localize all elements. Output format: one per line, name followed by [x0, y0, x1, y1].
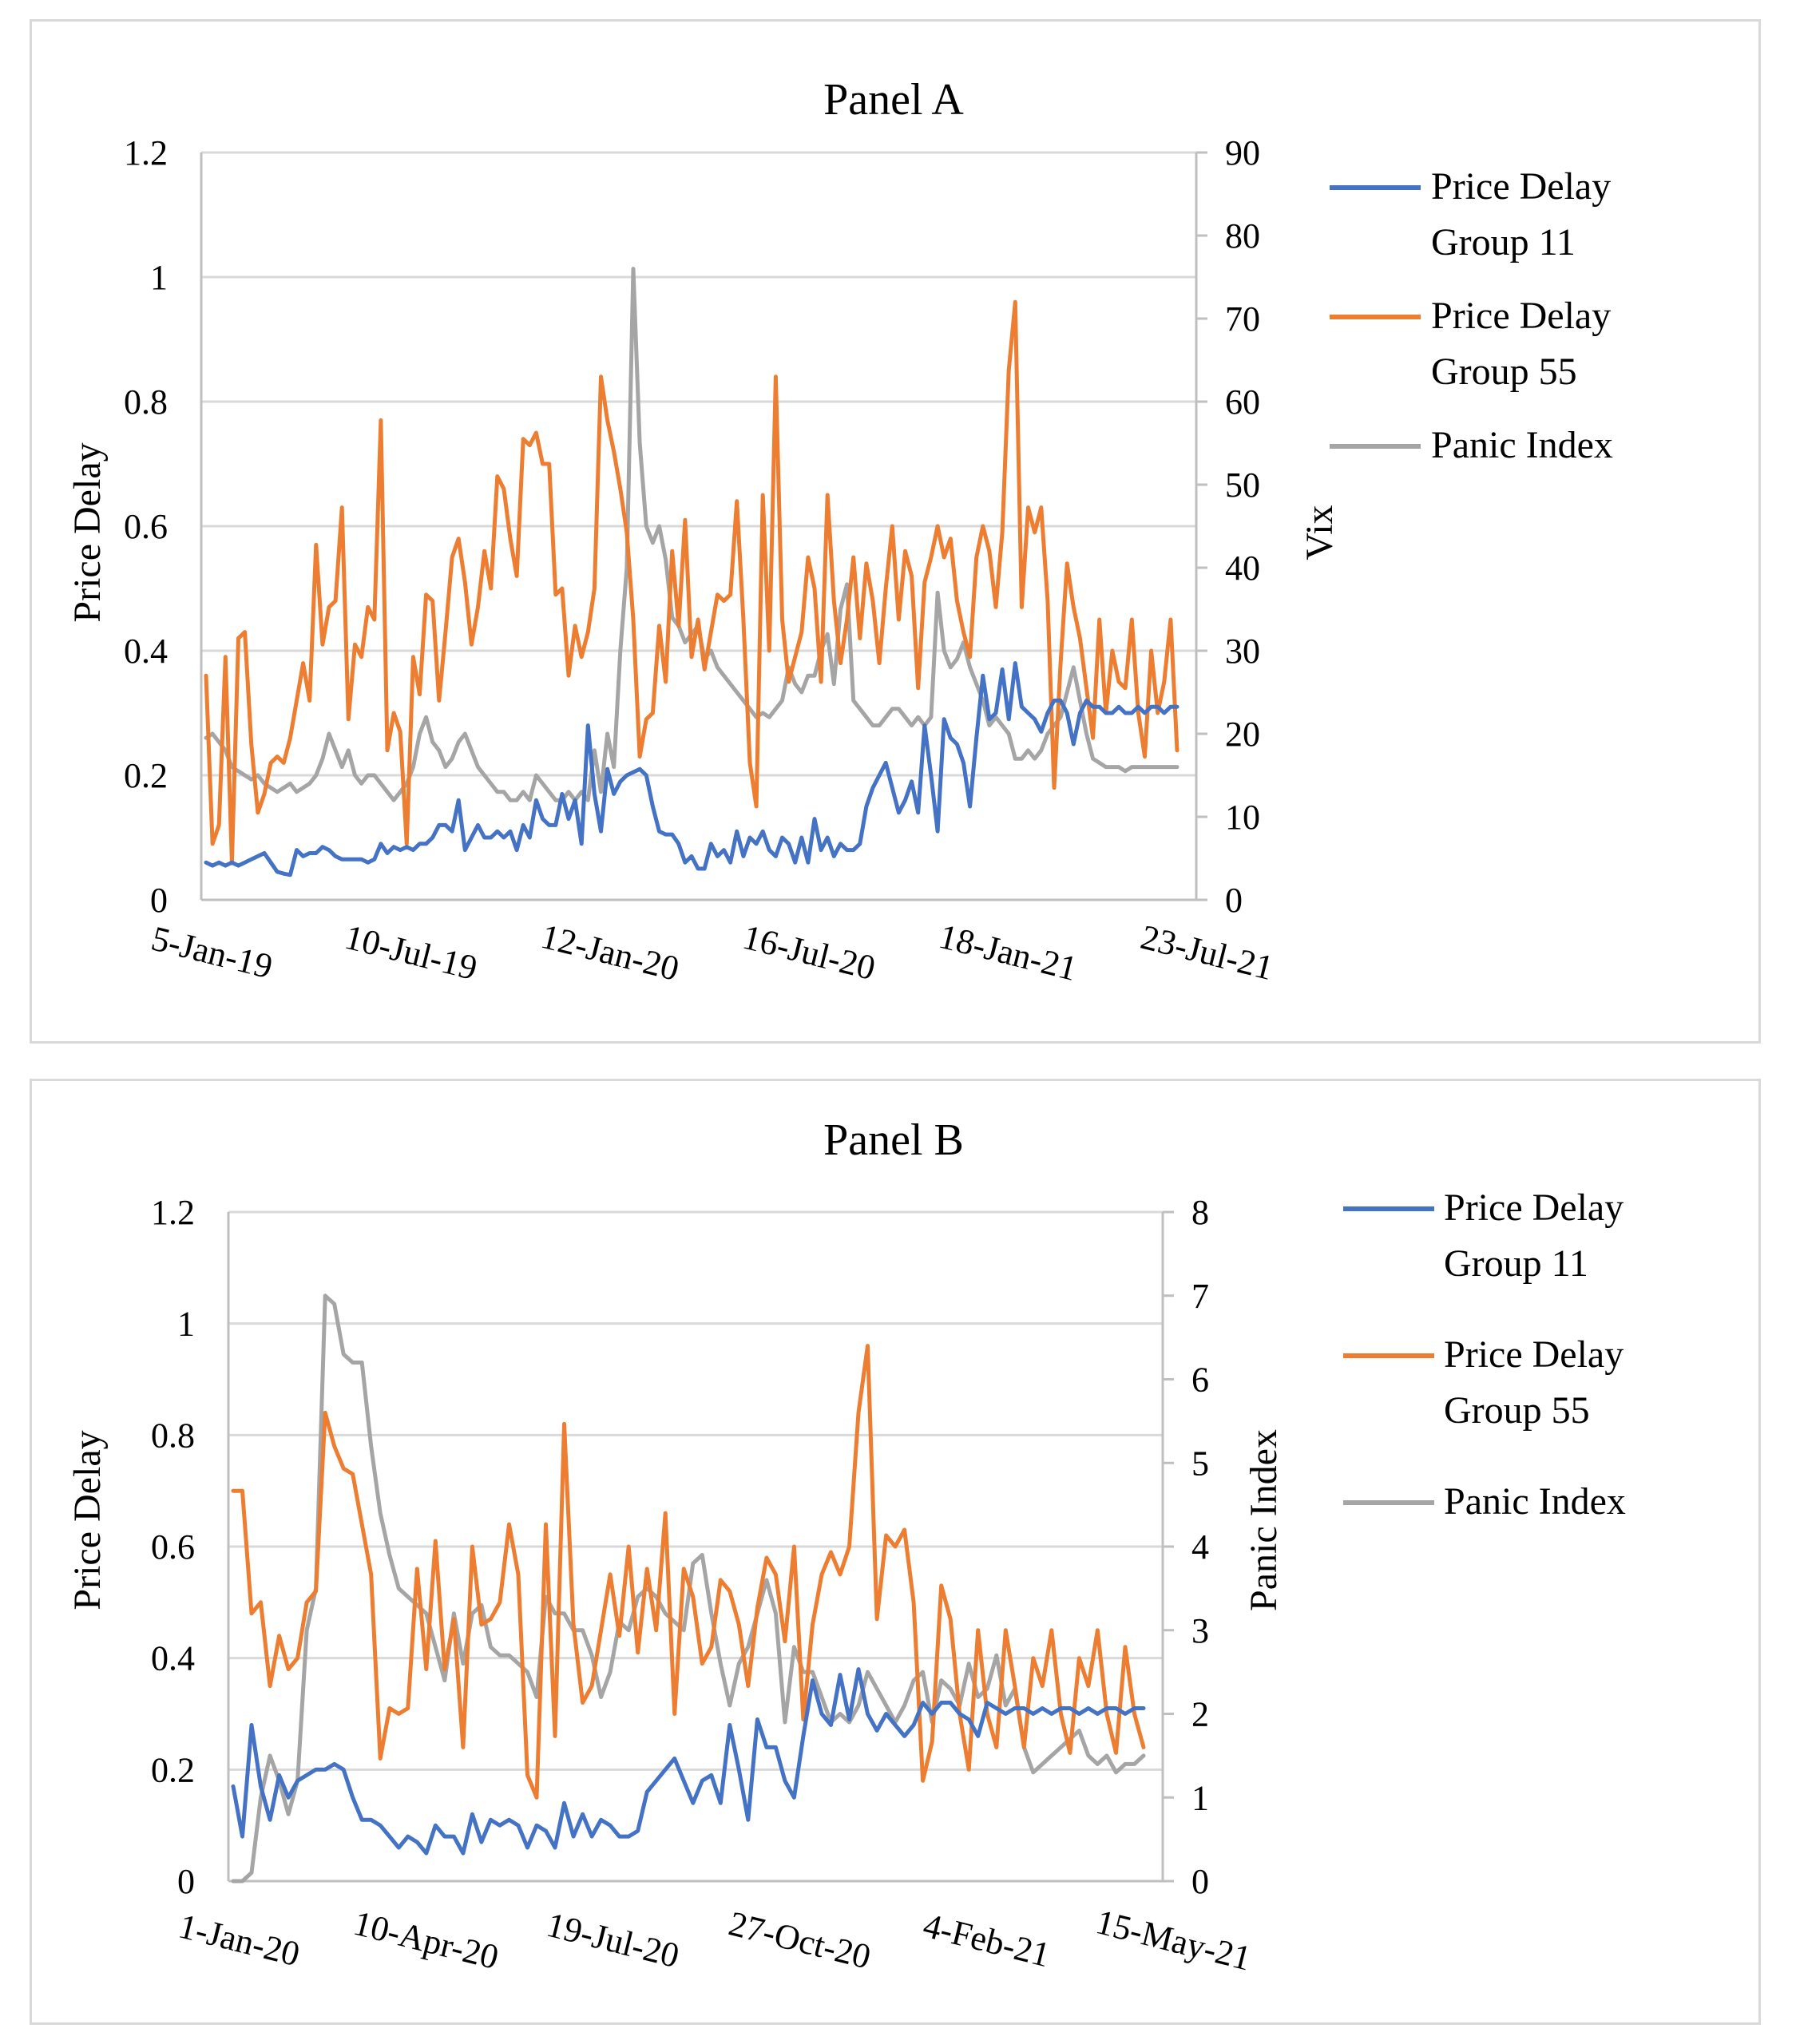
y-tick-label: 0: [177, 1862, 195, 1901]
chart-a-ylabel: Price Delay: [66, 442, 109, 622]
chart-a-x-ticks: 5-Jan-19 10-Jul-19 12-Jan-20 16-Jul-20 18-Ja…: [148, 917, 1277, 988]
chart-b-legend: Price Delay Group 11 Price Delay Group 55 Pa…: [1343, 1186, 1626, 1523]
chart-b-left-ticks: 0 0.2 0.4 0.6 0.8 1 1.2: [151, 1193, 195, 1901]
y2-tick-label: 5: [1191, 1444, 1209, 1483]
legend-label: Panic Index: [1431, 424, 1613, 466]
y2-tick-label: 10: [1225, 798, 1260, 837]
x-tick-label: 23-Jul-21: [1137, 917, 1278, 988]
chart-b-ylabel: Price Delay: [66, 1430, 109, 1610]
series-line-group55: [231, 1344, 1146, 1800]
y2-tick-label: 40: [1225, 549, 1260, 588]
y2-tick-label: 8: [1191, 1193, 1209, 1232]
chart-a-series: [204, 267, 1179, 877]
y-tick-label: 0.6: [124, 507, 168, 546]
chart-b-series: [231, 1293, 1146, 1884]
legend-label: Group 11: [1431, 221, 1576, 263]
y2-tick-label: 90: [1225, 133, 1260, 172]
y2-tick-label: 0: [1225, 881, 1243, 920]
chart-b-x-ticks: 1-Jan-20 10-Apr-20 19-Jul-20 27-Oct-20 4-Feb…: [175, 1902, 1255, 1978]
y2-tick-label: 20: [1225, 715, 1260, 754]
y2-tick-label: 1: [1191, 1778, 1209, 1817]
series-line-panic: [231, 1293, 1146, 1884]
y2-tick-label: 6: [1191, 1361, 1209, 1400]
x-tick-label: 5-Jan-19: [148, 919, 276, 987]
x-tick-label: 15-May-21: [1092, 1902, 1255, 1978]
y2-tick-label: 70: [1225, 299, 1260, 339]
legend-label: Group 55: [1431, 351, 1577, 393]
y2-tick-label: 80: [1225, 216, 1260, 256]
x-tick-label: 1-Jan-20: [175, 1907, 303, 1975]
y2-tick-label: 4: [1191, 1527, 1209, 1567]
x-tick-label: 27-Oct-20: [725, 1903, 874, 1976]
chart-a-title: Panel A: [823, 75, 964, 125]
y-tick-label: 0: [150, 881, 168, 920]
y2-tick-label: 50: [1225, 465, 1260, 505]
y-tick-label: 0.8: [151, 1416, 195, 1455]
x-tick-label: 18-Jan-21: [935, 917, 1081, 988]
x-tick-label: 10-Apr-20: [350, 1903, 502, 1977]
chart-b-right-ticks: 0 1 2 3 4 5 6 7 8: [1163, 1193, 1209, 1901]
y-tick-label: 0.2: [151, 1750, 195, 1789]
chart-b-svg: Panel B 0 0.2 0.4 0.6 0.8 1 1.2 0 1 2 3 4 5 6 7 8 1-Ja…: [66, 1115, 1626, 1979]
y-tick-label: 0.6: [151, 1527, 195, 1567]
series-line-group55: [204, 299, 1179, 865]
legend-label: Price Delay: [1444, 1333, 1624, 1376]
chart-a-gridlines: [200, 151, 1198, 901]
series-line-group11: [204, 661, 1179, 877]
y2-tick-label: 7: [1191, 1277, 1209, 1316]
x-tick-label: 4-Feb-21: [919, 1906, 1053, 1975]
legend-label: Price Delay: [1444, 1186, 1624, 1229]
x-tick-label: 10-Jul-19: [341, 917, 482, 988]
panel-b: Panel B 0 0.2 0.4 0.6 0.8 1 1.2 0 1 2 3 4 5 6 7 8 1-Ja…: [30, 1079, 1761, 2025]
y2-tick-label: 3: [1191, 1611, 1209, 1650]
chart-a-svg: Panel A 0 0.2 0.4 0.6 0.8 1 1.2 0 10 20 30 40 50 60 7…: [66, 75, 1613, 988]
panel-a: Panel A 0 0.2 0.4 0.6 0.8 1 1.2 0 10 20 30 40 50 60 7…: [30, 19, 1761, 1044]
legend-label: Panic Index: [1444, 1480, 1626, 1523]
y2-tick-label: 60: [1225, 382, 1260, 422]
y-tick-label: 0.4: [151, 1639, 195, 1678]
y2-tick-label: 30: [1225, 632, 1260, 671]
chart-b-y2label: Panic Index: [1243, 1429, 1285, 1611]
y2-tick-label: 2: [1191, 1695, 1209, 1734]
y-tick-label: 1: [150, 258, 168, 297]
y-tick-label: 0.8: [124, 382, 168, 422]
series-line-group11: [231, 1667, 1146, 1856]
y-tick-label: 1: [177, 1305, 195, 1344]
chart-a-legend: Price Delay Group 11 Price Delay Group 55 Pa…: [1330, 165, 1613, 466]
x-tick-label: 16-Jul-20: [739, 917, 879, 988]
chart-a-y2label: Vix: [1298, 505, 1341, 560]
chart-b-gridlines: [227, 1210, 1164, 1883]
y-tick-label: 1.2: [124, 133, 168, 172]
chart-a-left-ticks: 0 0.2 0.4 0.6 0.8 1 1.2: [124, 133, 168, 920]
legend-label: Group 55: [1444, 1389, 1590, 1432]
legend-label: Price Delay: [1431, 295, 1611, 337]
y2-tick-label: 0: [1191, 1862, 1209, 1901]
x-tick-label: 12-Jan-20: [537, 917, 684, 988]
y-tick-label: 0.2: [124, 756, 168, 795]
legend-label: Price Delay: [1431, 165, 1611, 208]
x-tick-label: 19-Jul-20: [543, 1905, 684, 1975]
legend-label: Group 11: [1444, 1242, 1588, 1285]
chart-a-right-ticks: 0 10 20 30 40 50 60 70 80 90: [1196, 133, 1260, 920]
series-line-panic: [204, 267, 1179, 802]
chart-b-title: Panel B: [823, 1115, 964, 1165]
y-tick-label: 0.4: [124, 632, 168, 671]
y-tick-label: 1.2: [151, 1193, 195, 1232]
